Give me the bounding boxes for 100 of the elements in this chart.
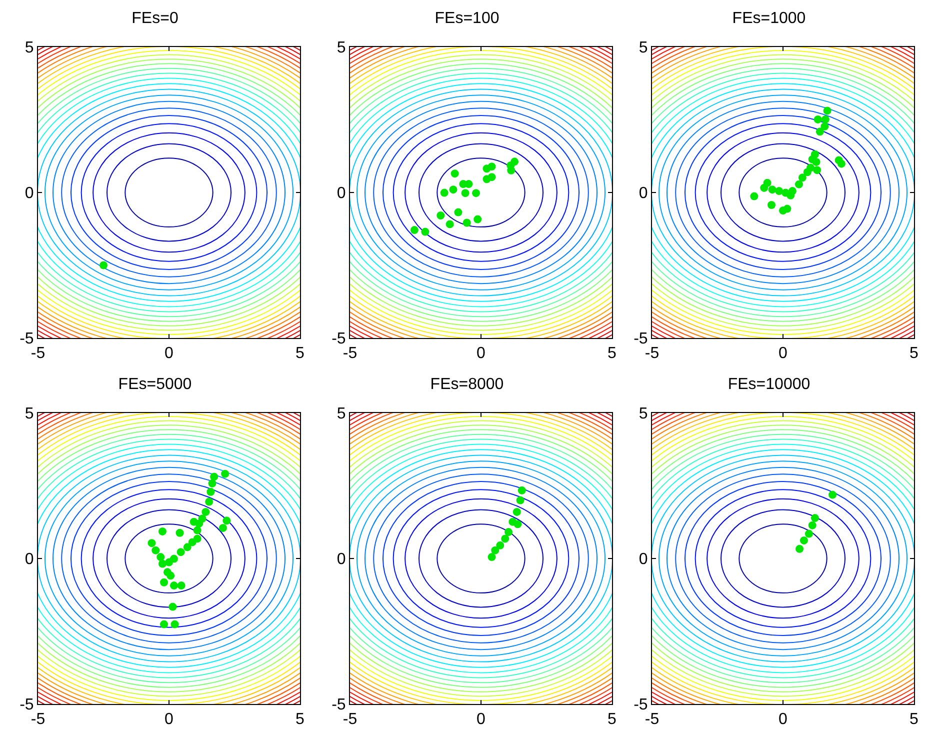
x-tick-label: 5 bbox=[608, 345, 617, 362]
point bbox=[148, 539, 156, 548]
y-tick-label: 0 bbox=[24, 551, 34, 568]
point bbox=[488, 553, 496, 562]
point bbox=[810, 514, 819, 522]
point bbox=[446, 220, 454, 228]
x-tick-label: 0 bbox=[778, 711, 788, 728]
point bbox=[823, 106, 832, 115]
point bbox=[794, 180, 803, 188]
point bbox=[462, 218, 471, 227]
y-tick-label: 5 bbox=[24, 40, 34, 57]
x-tick-label: 0 bbox=[778, 345, 788, 362]
point bbox=[221, 470, 230, 478]
point bbox=[170, 620, 179, 628]
point bbox=[454, 208, 462, 216]
y-tick-label: -5 bbox=[20, 696, 34, 714]
point bbox=[775, 187, 784, 196]
point bbox=[156, 553, 165, 562]
point bbox=[816, 128, 824, 136]
point bbox=[218, 524, 227, 532]
point bbox=[464, 180, 473, 188]
point bbox=[501, 534, 510, 543]
point bbox=[812, 158, 820, 166]
point bbox=[760, 184, 768, 192]
x-tick-label: 0 bbox=[164, 345, 174, 362]
x-tick-label: 5 bbox=[296, 711, 305, 728]
point bbox=[170, 582, 178, 590]
y-tick-label: -5 bbox=[20, 330, 34, 348]
y-tick-label: 0 bbox=[336, 185, 346, 202]
point bbox=[165, 558, 173, 566]
y-tick-label: 5 bbox=[24, 406, 34, 423]
y-tick-label: 0 bbox=[336, 551, 346, 568]
point bbox=[206, 488, 215, 496]
point bbox=[488, 173, 496, 182]
x-tick-label: 0 bbox=[476, 345, 486, 362]
point bbox=[472, 189, 480, 198]
point bbox=[798, 174, 806, 182]
point bbox=[450, 170, 459, 178]
x-tick-label: 0 bbox=[476, 711, 486, 728]
y-tick-label: 5 bbox=[336, 406, 346, 423]
point bbox=[820, 122, 829, 130]
point bbox=[837, 160, 846, 168]
point bbox=[188, 538, 196, 546]
chart-title: FEs=5000 bbox=[118, 376, 192, 394]
y-tick-label: 5 bbox=[638, 40, 648, 57]
point bbox=[796, 544, 804, 553]
point bbox=[512, 508, 521, 516]
point bbox=[421, 228, 430, 236]
point bbox=[177, 582, 186, 590]
point bbox=[176, 528, 184, 537]
point bbox=[518, 486, 526, 494]
y-tick-label: -5 bbox=[634, 330, 648, 348]
point bbox=[814, 115, 822, 124]
point bbox=[800, 536, 808, 544]
x-tick-label: 0 bbox=[164, 711, 174, 728]
point bbox=[504, 528, 513, 536]
point bbox=[449, 186, 458, 194]
y-tick-label: 0 bbox=[24, 185, 34, 202]
point bbox=[436, 211, 445, 220]
point bbox=[488, 162, 496, 171]
point bbox=[183, 543, 192, 552]
point bbox=[208, 479, 216, 488]
point bbox=[496, 541, 504, 550]
point bbox=[158, 560, 166, 568]
chart-title: FEs=10000 bbox=[728, 376, 810, 394]
chart-title: FEs=0 bbox=[132, 10, 178, 28]
y-tick-label: -5 bbox=[634, 696, 648, 714]
point bbox=[474, 215, 482, 224]
point bbox=[190, 518, 198, 526]
point bbox=[750, 192, 758, 200]
point bbox=[821, 115, 830, 124]
point bbox=[160, 578, 168, 586]
y-tick-label: 0 bbox=[638, 551, 648, 568]
point bbox=[508, 518, 517, 526]
point bbox=[808, 521, 816, 530]
point bbox=[166, 572, 175, 580]
chart-title: FEs=8000 bbox=[430, 376, 504, 394]
y-tick-label: 5 bbox=[638, 406, 648, 423]
point bbox=[168, 602, 177, 611]
point bbox=[803, 168, 812, 176]
point bbox=[210, 472, 218, 481]
point bbox=[176, 548, 185, 556]
point bbox=[828, 490, 837, 499]
point bbox=[160, 620, 168, 628]
y-tick-label: 5 bbox=[336, 40, 346, 57]
point bbox=[152, 546, 160, 554]
point bbox=[222, 516, 231, 525]
x-tick-label: 5 bbox=[608, 711, 617, 728]
chart-title: FEs=1000 bbox=[732, 10, 806, 28]
chart-title: FEs=100 bbox=[434, 10, 500, 28]
y-tick-label: -5 bbox=[332, 696, 346, 714]
y-tick-label: -5 bbox=[332, 330, 346, 348]
point bbox=[461, 189, 470, 198]
point bbox=[768, 186, 776, 194]
point bbox=[193, 526, 202, 534]
point bbox=[491, 546, 500, 554]
x-tick-label: 5 bbox=[910, 345, 919, 362]
y-tick-label: 0 bbox=[638, 185, 648, 202]
point bbox=[804, 530, 813, 538]
point bbox=[440, 188, 448, 197]
